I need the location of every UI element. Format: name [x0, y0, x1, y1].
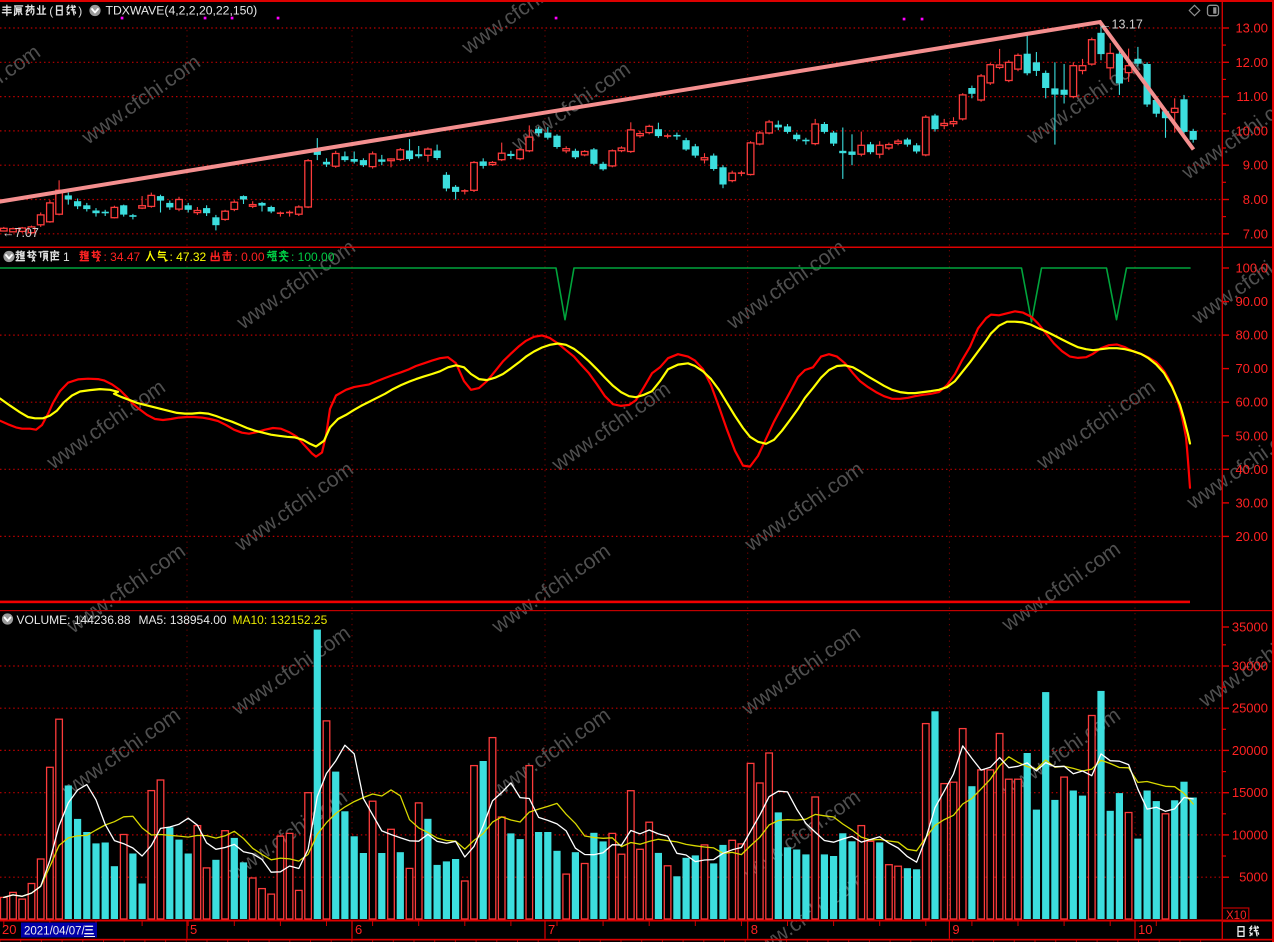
svg-text:5: 5: [190, 922, 197, 937]
svg-text:9.00: 9.00: [1243, 158, 1268, 173]
svg-text:: 0.00: : 0.00: [235, 250, 265, 264]
svg-text:20.00: 20.00: [1235, 529, 1268, 544]
svg-text:MA10: 132152.25: MA10: 132152.25: [233, 613, 328, 627]
svg-text:90.00: 90.00: [1235, 294, 1268, 309]
svg-text:15000: 15000: [1232, 785, 1268, 800]
svg-text:6: 6: [355, 922, 362, 937]
svg-text:12.00: 12.00: [1235, 55, 1268, 70]
svg-text:35000: 35000: [1232, 620, 1268, 635]
svg-text:8.00: 8.00: [1243, 192, 1268, 207]
svg-text:10.00: 10.00: [1235, 123, 1268, 138]
svg-text:13.00: 13.00: [1235, 21, 1268, 36]
svg-text:25000: 25000: [1232, 701, 1268, 716]
svg-text:9: 9: [952, 922, 959, 937]
svg-text:80.00: 80.00: [1235, 328, 1268, 343]
svg-text:40.00: 40.00: [1235, 462, 1268, 477]
svg-text:50.00: 50.00: [1235, 428, 1268, 443]
svg-text:MA5: 138954.00: MA5: 138954.00: [139, 613, 227, 627]
svg-text:30.00: 30.00: [1235, 495, 1268, 510]
svg-text:10: 10: [1138, 922, 1152, 937]
svg-text:11.00: 11.00: [1236, 89, 1268, 104]
svg-text:: 100.00: : 100.00: [291, 250, 335, 264]
svg-text:: 47.32: : 47.32: [170, 250, 207, 264]
svg-text:8: 8: [751, 922, 758, 937]
svg-text:1: 1: [63, 250, 70, 264]
svg-text:7: 7: [548, 922, 555, 937]
svg-text:X10: X10: [1226, 910, 1246, 922]
svg-text:(: (: [49, 4, 53, 18]
svg-text:: 34.47: : 34.47: [104, 250, 141, 264]
svg-text:30000: 30000: [1232, 658, 1268, 673]
svg-text:100.0: 100.0: [1235, 261, 1268, 276]
svg-text:←7.07: ←7.07: [2, 226, 39, 240]
svg-text:7.00: 7.00: [1243, 226, 1268, 241]
svg-text:70.00: 70.00: [1235, 361, 1268, 376]
svg-text:10000: 10000: [1232, 827, 1268, 842]
svg-text:←13.17: ←13.17: [1099, 18, 1143, 32]
svg-text:2021/04/07/: 2021/04/07/: [24, 926, 86, 938]
svg-text:TDXWAVE(4,2,2,20,22,150): TDXWAVE(4,2,2,20,22,150): [106, 4, 258, 18]
svg-text:60.00: 60.00: [1235, 395, 1268, 410]
svg-text:VOLUME: 144236.88: VOLUME: 144236.88: [17, 613, 131, 627]
svg-text:20: 20: [2, 922, 16, 937]
svg-text:5000: 5000: [1239, 870, 1268, 885]
svg-text:): ): [78, 4, 82, 18]
svg-text:20000: 20000: [1232, 743, 1268, 758]
